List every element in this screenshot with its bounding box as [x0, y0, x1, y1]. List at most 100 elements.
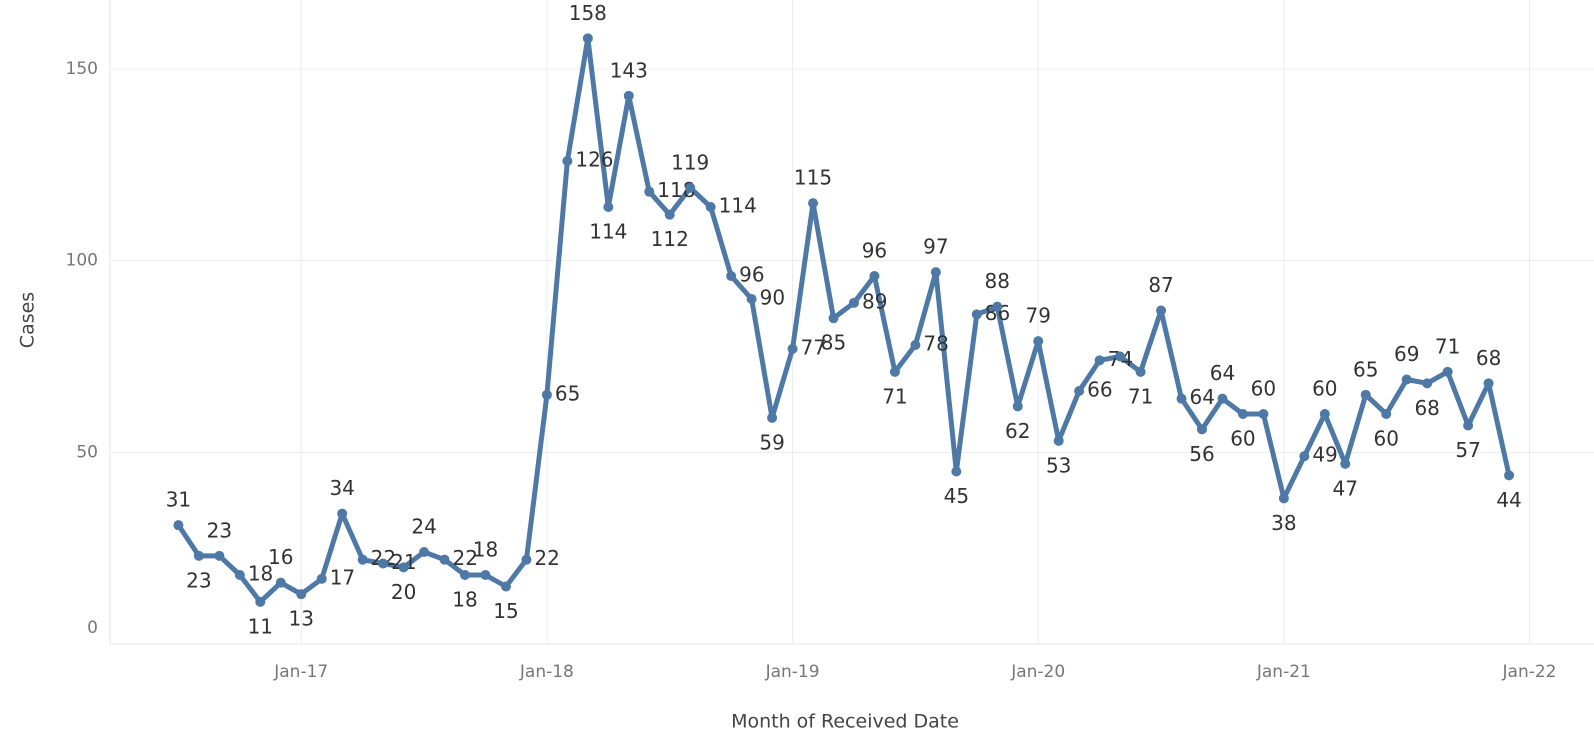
data-label: 60: [1374, 427, 1399, 451]
data-label: 49: [1312, 443, 1337, 467]
point: [685, 182, 696, 193]
y-tick-label: 150: [66, 59, 98, 79]
point: [1074, 386, 1085, 396]
point: [848, 297, 859, 308]
point: [173, 520, 184, 531]
point: [1319, 409, 1330, 419]
data-label: 85: [821, 331, 846, 355]
data-label: 114: [719, 194, 757, 218]
data-label: 114: [589, 220, 627, 244]
data-label: 87: [1148, 273, 1173, 297]
x-tick-label: Jan-22: [1502, 662, 1557, 682]
point: [1217, 393, 1228, 404]
data-label: 13: [289, 607, 314, 631]
data-label: 59: [759, 430, 784, 454]
data-label: 60: [1230, 427, 1255, 451]
point: [930, 267, 941, 278]
point: [1033, 336, 1044, 347]
point: [378, 558, 389, 569]
data-label: 71: [1128, 384, 1153, 408]
x-axis-title: Month of Received Date: [731, 711, 959, 733]
point: [1156, 305, 1167, 316]
data-label: 89: [862, 289, 887, 313]
point: [623, 90, 634, 101]
point: [1340, 458, 1351, 469]
point: [337, 508, 348, 519]
point: [644, 186, 655, 197]
y-tick-label: 100: [66, 251, 98, 271]
data-label: 71: [1435, 334, 1460, 358]
point: [1196, 424, 1207, 435]
data-label: 17: [330, 565, 355, 589]
point: [787, 343, 798, 354]
data-label: 18: [248, 562, 273, 586]
point: [500, 581, 511, 592]
data-label: 143: [610, 58, 648, 82]
point: [398, 562, 409, 573]
data-label: 16: [268, 545, 293, 569]
point: [746, 294, 757, 304]
data-label: 23: [207, 518, 232, 542]
point: [603, 202, 614, 212]
data-label: 96: [862, 239, 887, 263]
x-tick-label: Jan-21: [1256, 662, 1311, 682]
data-label: 88: [985, 269, 1010, 293]
point: [1176, 393, 1187, 404]
y-tick-label: 0: [87, 618, 98, 638]
point: [1360, 389, 1371, 400]
point: [808, 198, 819, 209]
series-line: [176, 35, 1512, 605]
data-label: 78: [923, 332, 948, 356]
data-label: 115: [794, 166, 832, 190]
point: [1299, 451, 1310, 462]
point: [214, 550, 225, 561]
data-label: 65: [1353, 357, 1378, 381]
data-label: 22: [534, 546, 559, 570]
point: [275, 577, 286, 588]
point: [1483, 378, 1494, 389]
point: [1237, 409, 1248, 419]
data-label: 34: [329, 476, 354, 500]
x-tick-label: Jan-18: [519, 662, 574, 682]
y-tick-label: 50: [76, 442, 98, 462]
data-label: 56: [1189, 442, 1214, 466]
data-label: 20: [391, 580, 416, 604]
data-label: 38: [1271, 511, 1296, 535]
point: [234, 570, 245, 580]
point: [480, 570, 491, 580]
data-label: 62: [1005, 419, 1030, 443]
point: [582, 33, 593, 44]
point: [1442, 366, 1453, 377]
data-label: 60: [1312, 377, 1337, 401]
point: [828, 313, 839, 324]
x-tick-label: Jan-19: [765, 662, 820, 682]
point: [1094, 355, 1105, 366]
data-label: 11: [248, 614, 273, 638]
point: [971, 309, 982, 320]
data-label: 23: [186, 568, 211, 592]
point: [767, 412, 778, 423]
point: [1258, 409, 1269, 419]
data-label: 66: [1087, 378, 1112, 402]
x-tick-label: Jan-20: [1010, 662, 1065, 682]
data-label: 47: [1333, 476, 1358, 500]
data-label: 15: [493, 599, 518, 623]
x-tick-label: Jan-17: [273, 662, 328, 682]
y-axis-title: Cases: [17, 292, 39, 348]
point: [1053, 435, 1064, 446]
point: [705, 202, 716, 212]
point: [562, 156, 573, 166]
data-label: 18: [452, 588, 477, 612]
point: [1422, 378, 1433, 389]
point: [1504, 470, 1515, 481]
data-label: 126: [575, 148, 613, 172]
point: [910, 340, 921, 350]
data-label: 90: [760, 286, 785, 310]
data-label: 22: [453, 546, 478, 570]
data-label: 18: [473, 538, 498, 562]
data-label: 112: [651, 227, 689, 251]
point: [1115, 351, 1126, 362]
data-label: 97: [923, 235, 948, 259]
point: [419, 547, 430, 557]
data-label: 79: [1025, 304, 1050, 328]
